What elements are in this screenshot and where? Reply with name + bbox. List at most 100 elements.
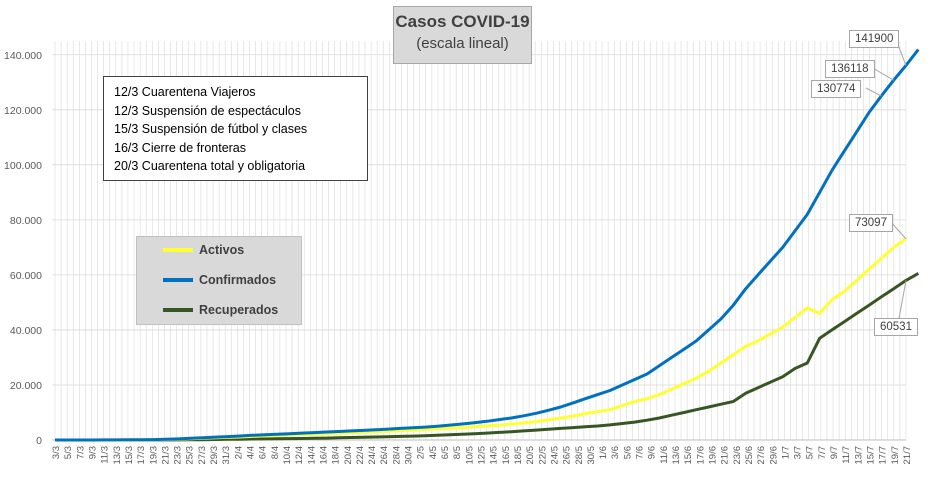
x-tick-label: 5/3 (63, 446, 74, 459)
x-tick-label: 4/5 (428, 446, 439, 459)
event-item: 16/3 Cierre de fronteras (114, 140, 247, 155)
x-tick-label: 16/5 (501, 446, 512, 465)
callout-leader (865, 87, 882, 97)
callout-confirmados-last: 141900 (849, 30, 900, 48)
x-tick-label: 8/4 (270, 446, 281, 459)
x-tick-label: 19/3 (148, 446, 159, 465)
x-tick-label: 22/4 (355, 446, 366, 465)
callout-confirmados-prev: 136118 (825, 60, 875, 78)
legend: Activos Confirmados Recuperados (136, 236, 302, 325)
x-tick-label: 10/5 (464, 446, 475, 465)
legend-label: Recuperados (199, 303, 279, 317)
x-tick-label: 24/4 (367, 446, 378, 465)
x-tick-label: 28/5 (574, 446, 585, 465)
x-tick-label: 26/5 (562, 446, 573, 465)
x-tick-label: 18/5 (513, 446, 524, 465)
callout-confirmados-prev2: 130774 (811, 80, 862, 98)
x-tick-label: 10/4 (282, 446, 293, 465)
x-tick-label: 31/3 (221, 446, 232, 465)
x-tick-label: 13/7 (853, 446, 864, 465)
series-lines (55, 48, 920, 442)
y-tick-label: 0 (36, 435, 42, 447)
x-tick-label: 3/3 (51, 446, 62, 459)
x-tick-label: 21/3 (160, 446, 171, 465)
x-tick-label: 21/7 (902, 446, 913, 465)
x-tick-label: 27/3 (197, 446, 208, 465)
event-item: 12/3 Cuarentena Viajeros (114, 85, 256, 99)
legend-swatch (163, 278, 193, 282)
events-box: 12/3 Cuarentena Viajeros 12/3 Suspensión… (103, 76, 368, 181)
x-tick-label: 5/6 (622, 446, 633, 459)
x-tick-label: 29/3 (209, 446, 220, 465)
x-tick-label: 27/6 (756, 446, 767, 465)
legend-item-recuperados: Recuperados (137, 300, 301, 320)
chart-title: Casos COVID-19 (395, 12, 530, 31)
x-tick-label: 19/7 (890, 446, 901, 465)
x-tick-label: 11/3 (100, 446, 111, 464)
x-tick-label: 17/3 (136, 446, 147, 465)
x-tick-label: 21/6 (720, 446, 731, 465)
y-tick-label: 40.000 (10, 325, 42, 337)
x-tick-label: 23/6 (732, 446, 743, 465)
x-tick-label: 17/7 (878, 446, 889, 465)
y-tick-label: 120.000 (4, 105, 42, 117)
chart-subtitle: (escala lineal) (416, 35, 509, 52)
x-tick-label: 15/3 (124, 446, 135, 465)
x-tick-label: 4/4 (246, 446, 257, 459)
x-tick-label: 28/4 (391, 446, 402, 465)
y-tick-label: 60.000 (10, 270, 42, 282)
x-tick-label: 25/6 (744, 446, 755, 465)
x-tick-label: 6/4 (258, 446, 269, 459)
x-tick-label: 19/6 (707, 446, 718, 465)
series-line-confirmados (55, 48, 920, 442)
x-axis: 3/3 5/3 7/3 9/3 11/3 13/3 15/3 17/3 19/3 21/3 23/3… (51, 439, 913, 465)
x-tick-label: 25/3 (185, 446, 196, 465)
x-tick-label: 18/4 (331, 446, 342, 465)
x-tick-label: 7/6 (635, 446, 646, 459)
x-tick-label: 8/5 (452, 446, 463, 459)
legend-label: Activos (199, 243, 245, 257)
x-tick-label: 7/3 (75, 446, 86, 459)
callout-activos-last: 73097 (849, 214, 893, 232)
x-tick-label: 1/6 (598, 446, 609, 459)
x-tick-label: 11/7 (841, 446, 852, 464)
y-tick-label: 20.000 (10, 380, 42, 392)
legend-swatch (163, 308, 193, 312)
x-tick-label: 22/5 (537, 446, 548, 465)
x-tick-label: 2/4 (233, 446, 244, 459)
y-tick-label: 80.000 (10, 215, 42, 227)
x-tick-label: 20/4 (343, 446, 354, 465)
x-tick-label: 24/5 (549, 446, 560, 465)
x-tick-label: 20/5 (525, 446, 536, 465)
x-tick-label: 12/5 (477, 446, 488, 465)
x-tick-label: 17/6 (695, 446, 706, 465)
y-tick-label: 100.000 (4, 160, 42, 172)
x-tick-label: 2/5 (416, 446, 427, 459)
event-item: 12/3 Suspensión de espectáculos (114, 103, 301, 118)
x-tick-label: 23/3 (173, 446, 184, 465)
x-tick-label: 9/3 (87, 446, 98, 459)
x-tick-label: 14/4 (306, 446, 317, 465)
x-tick-label: 14/5 (489, 446, 500, 465)
x-tick-label: 13/6 (671, 446, 682, 465)
x-tick-label: 15/7 (866, 446, 877, 465)
x-tick-label: 15/6 (683, 446, 694, 465)
x-tick-label: 30/5 (586, 446, 597, 465)
x-tick-label: 5/7 (805, 446, 816, 459)
x-tick-label: 3/6 (610, 446, 621, 459)
legend-label: Confirmados (199, 273, 277, 287)
callout-leader (897, 280, 907, 325)
x-tick-label: 13/3 (112, 446, 123, 465)
x-tick-label: 9/7 (829, 446, 840, 459)
x-tick-label: 29/6 (768, 446, 779, 465)
y-axis: 0 20.000 40.000 60.000 80.000 100.000 120.000 1… (4, 50, 42, 447)
chart-title-box: Casos COVID-19 (escala lineal) (393, 6, 532, 64)
legend-item-confirmados: Confirmados (137, 270, 301, 290)
callout-leaders (865, 36, 907, 325)
x-tick-label: 9/6 (647, 446, 658, 459)
legend-item-activos: Activos (137, 240, 301, 260)
x-tick-label: 1/7 (780, 446, 791, 459)
x-tick-label: 30/4 (404, 446, 415, 465)
x-tick-label: 6/5 (440, 446, 451, 459)
x-tick-label: 16/4 (318, 446, 329, 465)
